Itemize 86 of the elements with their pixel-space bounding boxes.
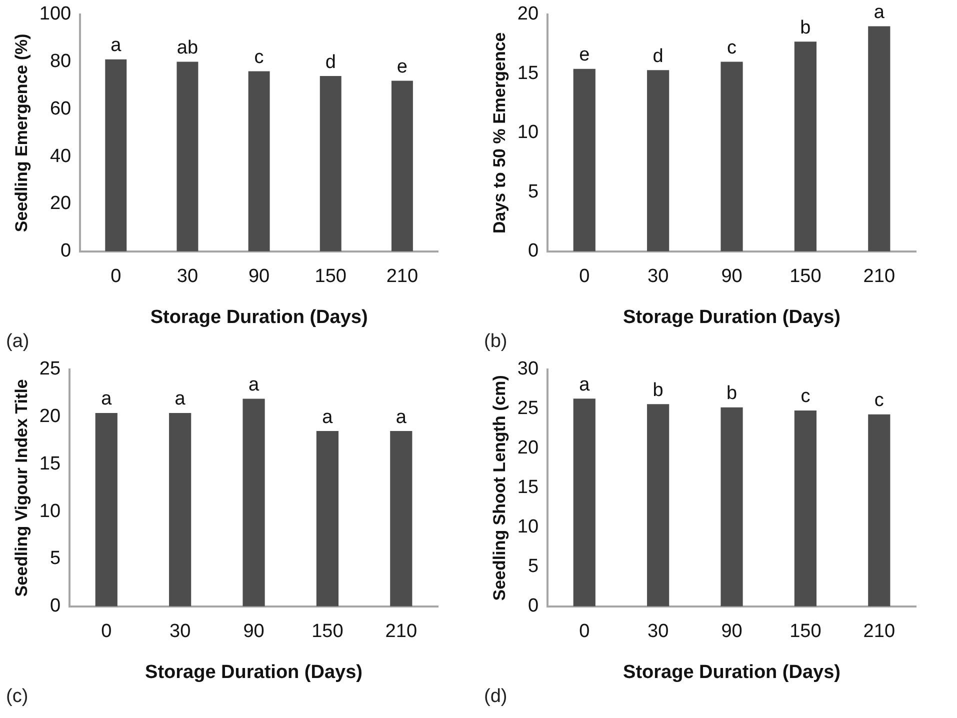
data-label: d: [652, 46, 664, 67]
data-label: c: [874, 390, 884, 412]
y-tick-label: 60: [50, 98, 72, 120]
data-label: a: [101, 388, 112, 410]
y-axis-title: Days to 50 % Emergence: [490, 32, 509, 234]
data-label: e: [396, 56, 408, 78]
y-tick-label: 40: [50, 146, 72, 167]
x-tick-label: 30: [170, 621, 191, 642]
x-axis-title: Storage Duration (Days): [145, 662, 363, 683]
data-label: a: [248, 374, 260, 396]
x-tick-label: 210: [386, 266, 418, 288]
y-tick-label: 25: [39, 358, 61, 380]
x-tick-label: 150: [312, 621, 344, 642]
y-tick-label: 30: [517, 358, 539, 380]
y-axis-title: Seedling Vigour Index Title: [12, 379, 31, 597]
bar: [573, 398, 596, 606]
y-tick-label: 20: [517, 4, 539, 25]
y-tick-label: 100: [39, 4, 72, 25]
y-tick-label: 15: [39, 453, 61, 474]
x-tick-label: 150: [314, 266, 346, 288]
x-tick-label: 30: [648, 621, 669, 642]
y-axis-title: Seedling Shoot Length (cm): [490, 375, 509, 601]
data-label: a: [110, 35, 122, 56]
x-axis-title: Storage Duration (Days): [623, 306, 841, 328]
bar: [868, 414, 890, 606]
data-label: a: [396, 406, 407, 428]
bar: [573, 68, 596, 252]
text: (b): [484, 331, 508, 353]
y-axis-title: Seedling Emergence (%): [12, 34, 31, 232]
x-axis-title: Storage Duration (Days): [150, 306, 368, 328]
y-tick-label: 5: [528, 181, 539, 202]
y-tick-label: 20: [39, 406, 61, 428]
y-tick-label: 15: [517, 62, 539, 84]
x-tick-label: 30: [648, 266, 669, 288]
data-label: a: [874, 2, 885, 23]
text: (a): [6, 331, 30, 353]
data-label: e: [579, 44, 590, 66]
y-tick-label: 20: [517, 438, 539, 459]
data-label: b: [800, 17, 811, 38]
x-tick-label: 0: [579, 621, 590, 642]
bar: [794, 42, 817, 252]
y-tick-label: 0: [528, 240, 539, 262]
y-tick-label: 20: [50, 193, 72, 214]
x-tick-label: 90: [721, 266, 742, 288]
x-tick-label: 90: [721, 621, 742, 642]
bar: [647, 70, 670, 252]
bar: [868, 26, 890, 252]
y-tick-label: 5: [528, 556, 539, 578]
data-label: b: [726, 383, 738, 404]
y-tick-label: 0: [528, 596, 539, 617]
x-tick-label: 0: [579, 266, 590, 288]
x-tick-label: 90: [243, 621, 264, 642]
x-tick-label: 150: [790, 621, 822, 642]
x-tick-label: 0: [110, 266, 122, 288]
y-tick-label: 10: [39, 500, 61, 522]
data-label: c: [254, 47, 264, 68]
data-label: ab: [176, 38, 198, 59]
bar: [720, 407, 743, 606]
y-tick-label: 5: [50, 548, 61, 570]
data-label: a: [322, 406, 334, 428]
data-label: d: [325, 52, 336, 73]
y-tick-label: 10: [517, 122, 539, 144]
text: (c): [6, 686, 28, 708]
bar: [794, 410, 817, 606]
data-label: a: [174, 388, 186, 410]
data-label: c: [800, 386, 810, 408]
x-tick-label: 30: [176, 266, 198, 288]
data-label: b: [652, 380, 664, 401]
bar: [647, 404, 670, 606]
x-axis-title: Storage Duration (Days): [623, 662, 841, 683]
x-tick-label: 0: [101, 621, 112, 642]
y-tick-label: 80: [50, 51, 72, 72]
data-label: a: [579, 374, 590, 396]
x-tick-label: 210: [863, 266, 896, 288]
y-tick-label: 25: [517, 398, 539, 420]
y-tick-label: 10: [517, 516, 539, 538]
bar: [720, 62, 743, 252]
x-tick-label: 150: [790, 266, 822, 288]
y-tick-label: 15: [517, 477, 539, 498]
x-tick-label: 210: [385, 621, 418, 642]
y-tick-label: 0: [60, 240, 72, 262]
x-tick-label: 210: [863, 621, 896, 642]
text: (d): [484, 686, 508, 708]
data-label: c: [727, 38, 737, 59]
x-tick-label: 90: [248, 266, 270, 288]
y-tick-label: 0: [50, 596, 61, 617]
